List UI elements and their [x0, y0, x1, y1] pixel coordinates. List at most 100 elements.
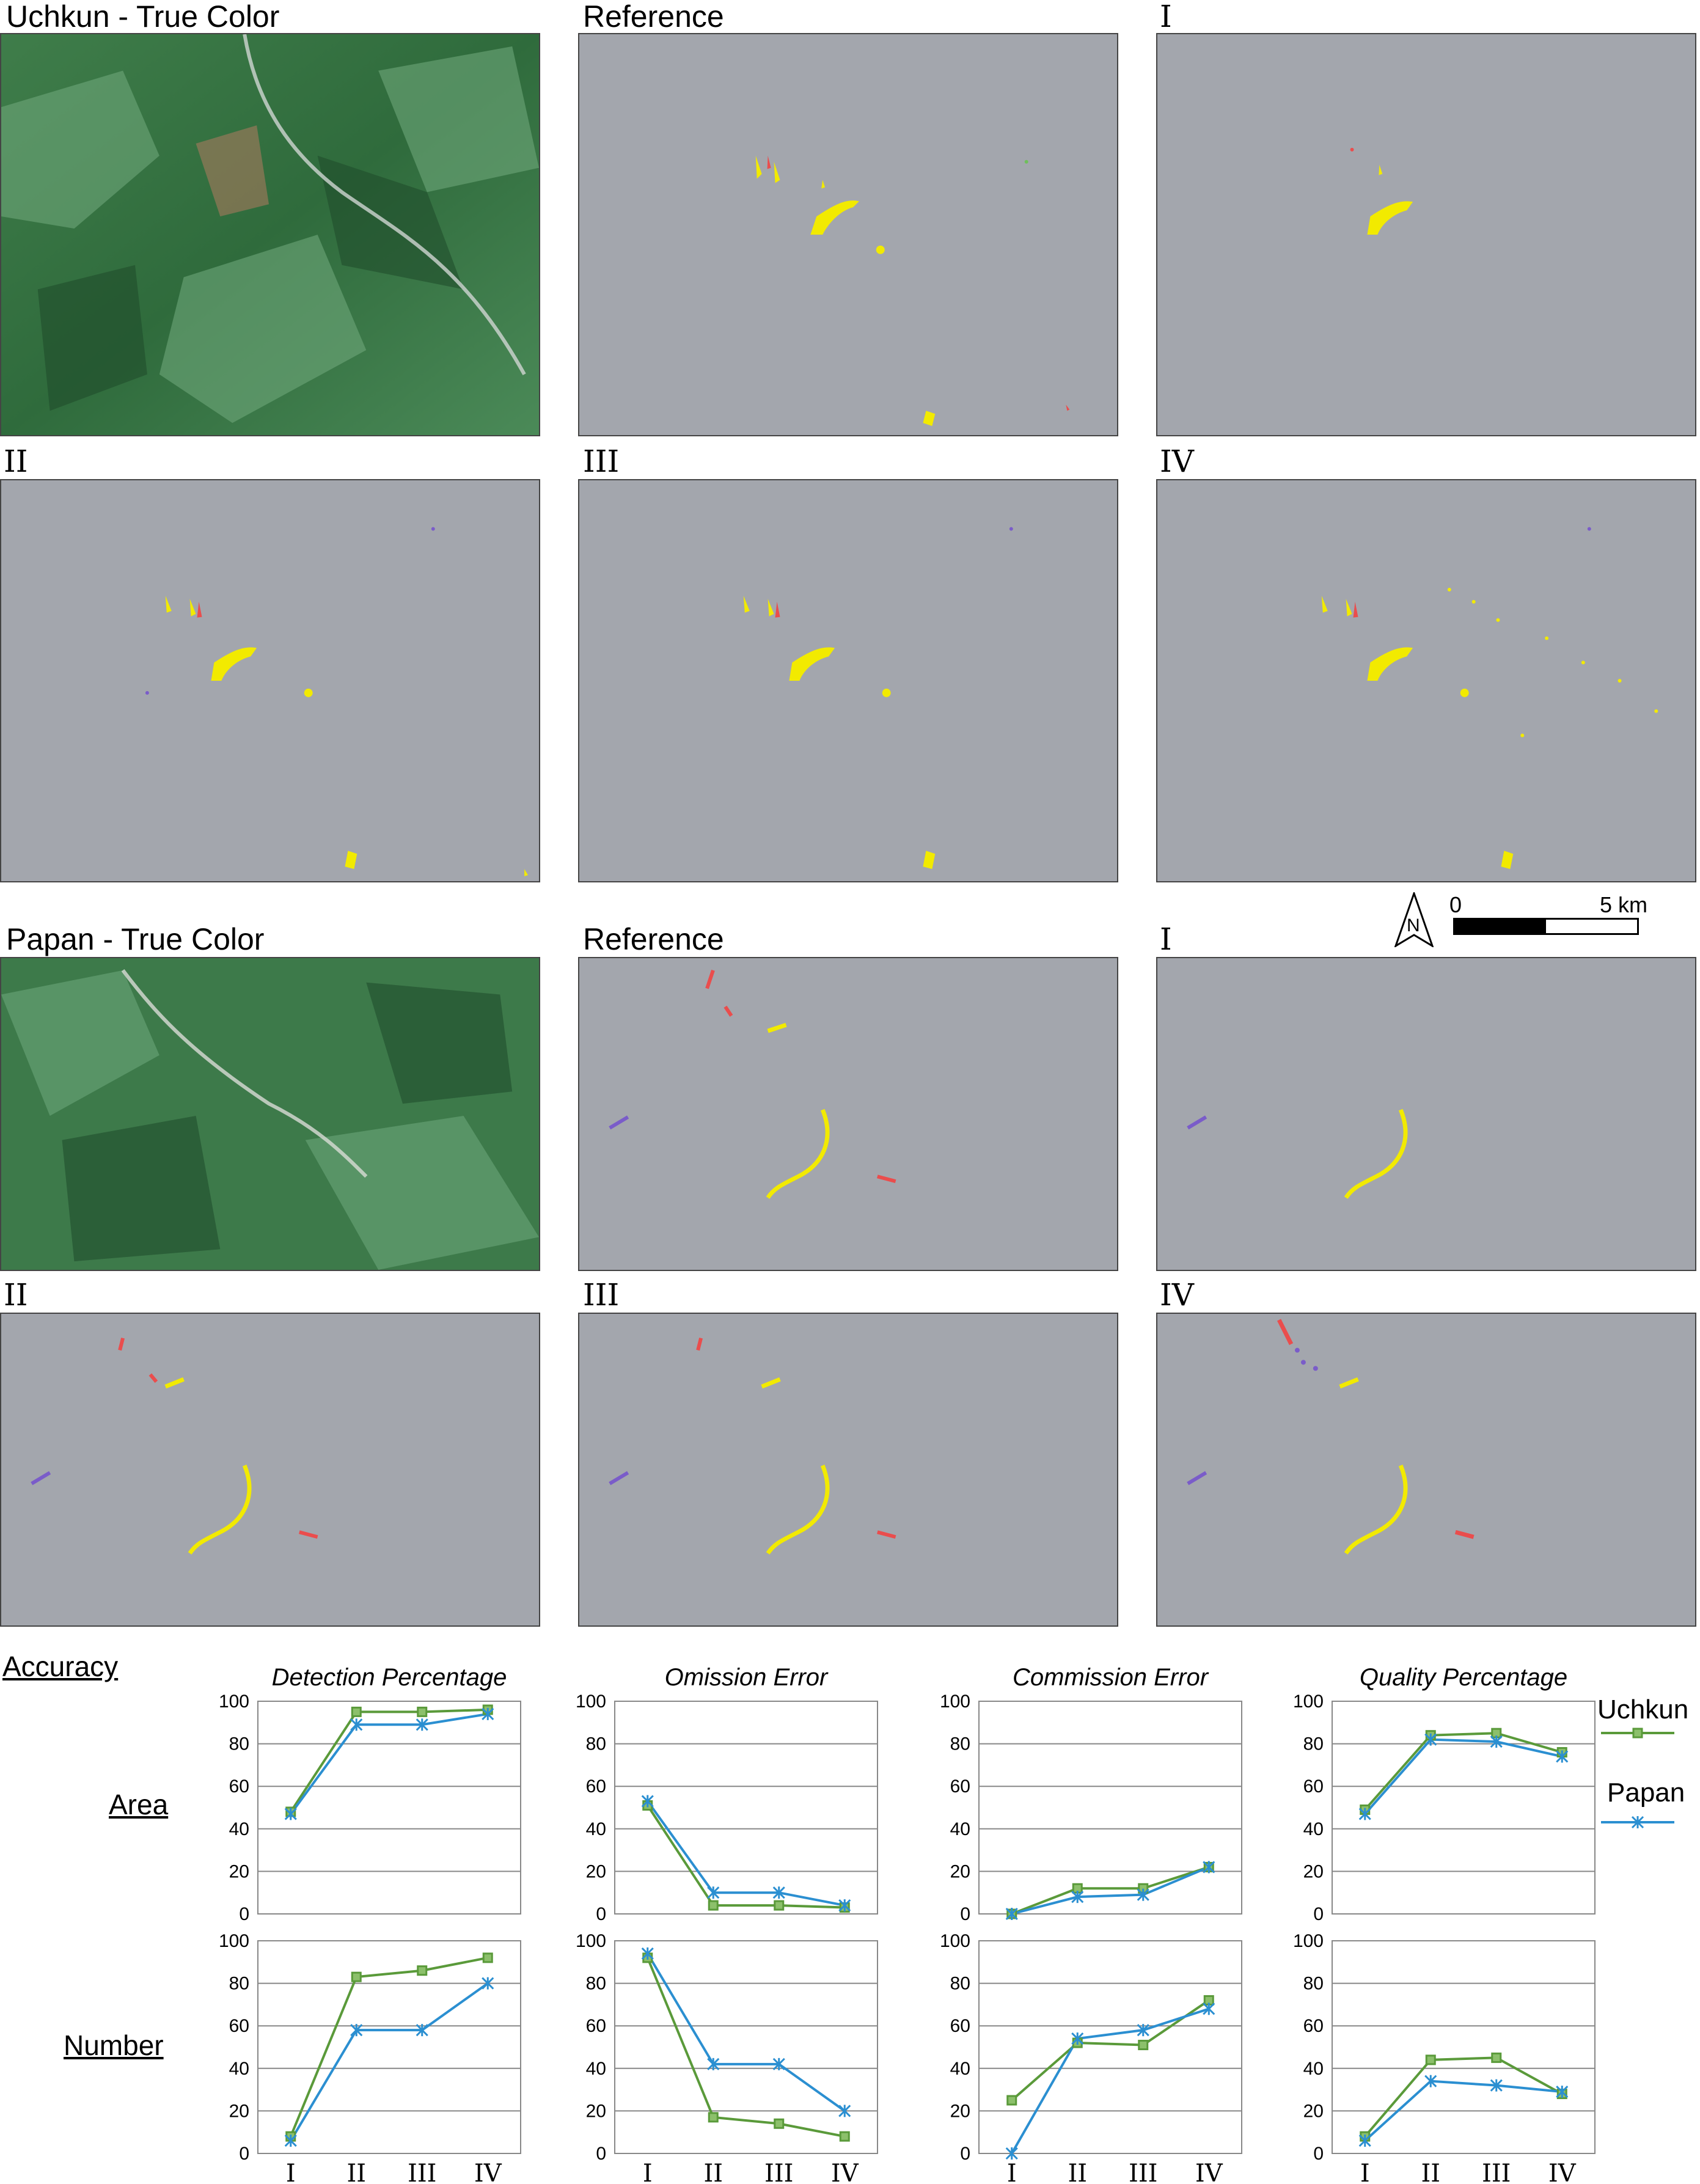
- y-tick-label: 60: [229, 2016, 249, 2036]
- papan-marker: [350, 1718, 363, 1731]
- papan-marker: [1071, 2032, 1084, 2045]
- papan-marker: [772, 2058, 785, 2070]
- uchkun-marker: [1203, 1995, 1214, 2006]
- y-tick-label: 0: [239, 2144, 249, 2164]
- y-tick-label: 20: [1303, 1861, 1324, 1882]
- uchkun-true-color-image: [0, 33, 540, 436]
- y-tick-label: 80: [1303, 1734, 1324, 1754]
- uchkun-marker: [1491, 1728, 1502, 1739]
- uchkun-reference-panel: [578, 33, 1118, 436]
- y-tick-label: 0: [1313, 2144, 1324, 2164]
- uchkun-marker: [1425, 1730, 1436, 1741]
- x-tick-label: IV: [831, 2160, 859, 2184]
- x-tick-label: I: [1007, 2160, 1017, 2184]
- uchkun-panel-iv-title: IV: [1160, 444, 1194, 479]
- uchkun-series-line: [1011, 1866, 1209, 1915]
- papan-true-color-title: Papan - True Color: [6, 922, 265, 956]
- y-tick-label: 100: [940, 1931, 970, 1951]
- uchkun-marker: [642, 1952, 653, 1963]
- uchkun-marker: [1138, 1883, 1149, 1894]
- y-tick-label: 40: [586, 2059, 606, 2079]
- papan-marker: [416, 1718, 428, 1731]
- x-tick-label: IV: [474, 2160, 502, 2184]
- y-tick-label: 40: [1303, 2059, 1324, 2079]
- papan-series-line: [290, 1712, 488, 1815]
- y-tick-label: 20: [586, 2101, 606, 2121]
- uchkun-series-line: [289, 1956, 488, 2137]
- uchkun-marker: [285, 1806, 296, 1817]
- chart-title: Quality Percentage: [1360, 1664, 1567, 1691]
- uchkun-marker: [285, 2131, 296, 2142]
- uchkun-marker: [1072, 1883, 1083, 1894]
- plot-frame: [978, 1940, 1242, 2154]
- y-tick-label: 40: [229, 2059, 249, 2079]
- uchkun-series-line: [1364, 1732, 1563, 1811]
- y-tick-label: 20: [950, 2101, 970, 2121]
- y-tick-label: 80: [586, 1974, 606, 1994]
- y-tick-label: 100: [219, 1691, 249, 1712]
- papan-marker: [1490, 1735, 1503, 1748]
- plot-frame: [1332, 1940, 1596, 2154]
- plot-frame: [257, 1940, 521, 2154]
- papan-marker: [707, 1886, 720, 1899]
- uchkun-marker: [774, 2118, 785, 2129]
- uchkun-panel-iii-title: III: [583, 444, 620, 479]
- papan-panel-iv: [1156, 1313, 1696, 1627]
- papan-marker: [1424, 2075, 1437, 2087]
- uchkun-true-color-title: Uchkun - True Color: [6, 0, 280, 34]
- papan-marker: [482, 1977, 494, 1990]
- uchkun-marker: [417, 1706, 428, 1717]
- uchkun-series-line: [1011, 1999, 1210, 2102]
- x-tick-label: III: [1482, 2160, 1511, 2184]
- y-tick-label: 100: [1293, 1691, 1324, 1712]
- y-tick-label: 100: [576, 1691, 606, 1712]
- y-tick-label: 80: [950, 1734, 970, 1754]
- papan-marker: [1203, 1861, 1215, 1874]
- scale-five-label: 5 km: [1600, 892, 1648, 917]
- legend-papan-label: Papan: [1607, 1778, 1685, 1808]
- papan-series-line: [1011, 2007, 1209, 2154]
- papan-series-line: [1364, 1738, 1563, 1815]
- x-tick-label: IV: [1548, 2160, 1577, 2184]
- plot-frame: [257, 1701, 521, 1915]
- y-tick-label: 40: [229, 1819, 249, 1839]
- x-tick-label: III: [408, 2160, 436, 2184]
- uchkun-marker: [482, 1704, 493, 1715]
- uchkun-marker: [708, 1900, 719, 1911]
- y-tick-label: 20: [1303, 2101, 1324, 2121]
- papan-marker: [284, 2135, 297, 2147]
- papan-panel-iii: [578, 1313, 1118, 1627]
- papan-marker: [350, 2024, 363, 2037]
- y-tick-label: 60: [586, 2016, 606, 2036]
- papan-marker: [641, 1795, 654, 1808]
- uchkun-marker: [1556, 2089, 1567, 2100]
- plot-frame: [1332, 1701, 1596, 1915]
- papan-true-color-image: [0, 957, 540, 1271]
- papan-marker: [482, 1707, 494, 1720]
- papan-series-line: [1364, 2080, 1563, 2142]
- chart-title: Omission Error: [665, 1664, 829, 1691]
- uchkun-panel-iv: [1156, 479, 1696, 882]
- papan-marker: [772, 1886, 785, 1899]
- y-tick-label: 60: [950, 2016, 970, 2036]
- uchkun-panel-ii: [0, 479, 540, 882]
- y-tick-label: 60: [586, 1776, 606, 1797]
- chart-title: Commission Error: [1013, 1664, 1209, 1691]
- y-tick-label: 60: [229, 1776, 249, 1797]
- y-tick-label: 0: [239, 1904, 249, 1924]
- y-tick-label: 100: [576, 1931, 606, 1951]
- papan-marker: [1203, 2003, 1215, 2015]
- papan-series-line: [647, 1800, 845, 1907]
- papan-marker: [1358, 2135, 1371, 2147]
- papan-marker: [641, 1947, 654, 1960]
- x-tick-label: II: [1068, 2160, 1087, 2184]
- papan-marker: [838, 2105, 851, 2117]
- uchkun-marker: [351, 1971, 362, 1982]
- y-tick-label: 100: [940, 1691, 970, 1712]
- uchkun-panel-i: [1156, 33, 1696, 436]
- y-tick-label: 80: [229, 1974, 249, 1994]
- chart-title: Detection Percentage: [272, 1664, 507, 1691]
- y-tick-label: 20: [229, 1861, 249, 1882]
- y-tick-label: 0: [960, 2144, 970, 2164]
- row-label-number: Number: [64, 2029, 164, 2061]
